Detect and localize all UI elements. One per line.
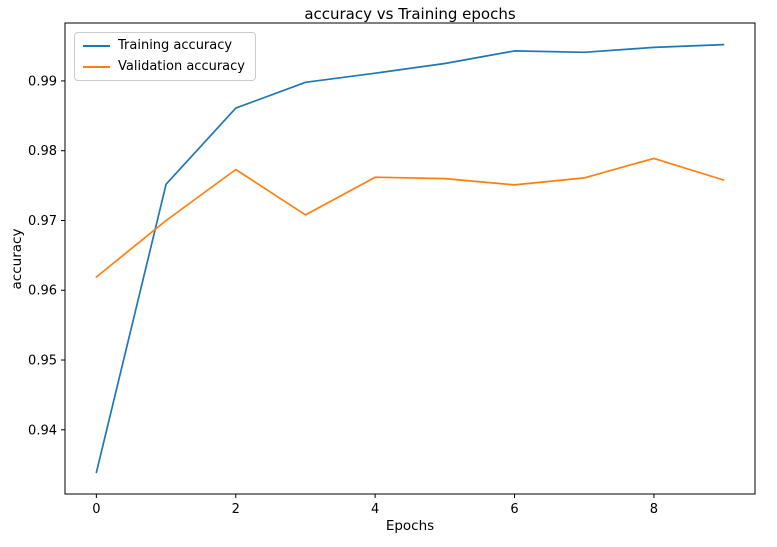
chart-title: accuracy vs Training epochs xyxy=(304,5,516,23)
x-tick-label: 4 xyxy=(371,502,379,517)
legend-line-swatch-training xyxy=(83,44,110,47)
legend-label-validation: Validation accuracy xyxy=(118,59,245,74)
y-tick-label: 0.99 xyxy=(28,74,57,89)
x-axis-label: Epochs xyxy=(385,518,435,534)
legend: Training accuracy Validation accuracy xyxy=(74,32,256,81)
legend-line-swatch-validation xyxy=(83,65,110,68)
y-axis-label: accuracy xyxy=(9,228,25,290)
legend-label-training: Training accuracy xyxy=(118,38,233,53)
series-line-training-accuracy xyxy=(95,43,725,474)
legend-item-training: Training accuracy xyxy=(83,38,245,53)
y-tick-label: 0.96 xyxy=(28,284,57,299)
x-tick-label: 2 xyxy=(232,502,240,517)
series-line-validation-accuracy xyxy=(95,157,725,278)
y-tick-label: 0.98 xyxy=(28,144,57,159)
y-tick-label: 0.95 xyxy=(28,354,57,369)
y-tick-label: 0.97 xyxy=(28,214,57,229)
y-tick-label: 0.94 xyxy=(28,423,57,438)
axes-spines xyxy=(64,22,756,495)
x-tick-label: 0 xyxy=(92,502,100,517)
legend-item-validation: Validation accuracy xyxy=(83,59,245,74)
x-tick-label: 6 xyxy=(510,502,518,517)
x-tick-label: 8 xyxy=(650,502,658,517)
